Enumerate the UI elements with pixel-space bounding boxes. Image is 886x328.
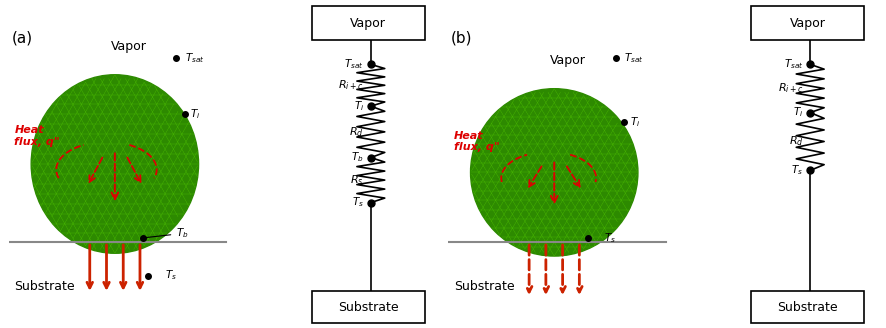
Text: Vapor: Vapor: [350, 17, 386, 30]
Text: Vapor: Vapor: [111, 40, 147, 53]
Text: (a): (a): [12, 30, 33, 45]
Text: $T_i$: $T_i$: [630, 115, 640, 129]
Text: $T_s$: $T_s$: [791, 164, 804, 177]
Text: (b): (b): [451, 30, 472, 45]
Text: Substrate: Substrate: [14, 280, 75, 293]
Text: Substrate: Substrate: [777, 300, 837, 314]
Text: $T_i$: $T_i$: [354, 99, 364, 113]
Text: $T_i$: $T_i$: [190, 107, 200, 121]
Text: $T_s$: $T_s$: [604, 231, 617, 245]
Text: Vapor: Vapor: [789, 17, 826, 30]
Ellipse shape: [470, 89, 638, 256]
Text: $T_b$: $T_b$: [351, 151, 364, 164]
Text: Heat
flux, q": Heat flux, q": [14, 125, 60, 147]
Ellipse shape: [31, 75, 198, 253]
Text: $T_b$: $T_b$: [145, 227, 189, 240]
FancyBboxPatch shape: [751, 291, 864, 323]
Text: $T_s$: $T_s$: [352, 196, 364, 210]
FancyBboxPatch shape: [312, 291, 424, 323]
Text: $T_{sat}$: $T_{sat}$: [783, 57, 804, 71]
Text: Substrate: Substrate: [454, 280, 515, 293]
Text: $R_s$: $R_s$: [350, 173, 364, 187]
Text: $T_i$: $T_i$: [793, 106, 804, 119]
Text: $T_s$: $T_s$: [165, 269, 177, 282]
Text: $R_d$: $R_d$: [789, 134, 804, 148]
Text: $R_{i+c}$: $R_{i+c}$: [338, 78, 364, 92]
Text: $T_{sat}$: $T_{sat}$: [624, 51, 643, 65]
Text: Substrate: Substrate: [338, 300, 399, 314]
Text: $R_{i+c}$: $R_{i+c}$: [778, 82, 804, 95]
Text: Vapor: Vapor: [550, 54, 587, 67]
Text: $T_{sat}$: $T_{sat}$: [344, 57, 364, 71]
Text: $T_{sat}$: $T_{sat}$: [184, 51, 205, 65]
FancyBboxPatch shape: [312, 7, 424, 40]
Text: Heat
flux, q": Heat flux, q": [454, 131, 500, 153]
Text: $R_d$: $R_d$: [349, 125, 364, 139]
FancyBboxPatch shape: [751, 7, 864, 40]
